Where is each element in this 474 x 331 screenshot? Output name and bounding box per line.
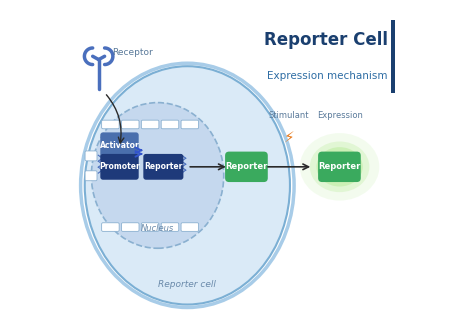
Text: Expression mechanism: Expression mechanism bbox=[267, 71, 388, 81]
FancyBboxPatch shape bbox=[225, 152, 268, 182]
FancyBboxPatch shape bbox=[101, 223, 119, 231]
FancyBboxPatch shape bbox=[318, 152, 361, 182]
FancyBboxPatch shape bbox=[121, 223, 139, 231]
FancyBboxPatch shape bbox=[181, 223, 199, 231]
Text: Reporter Cell: Reporter Cell bbox=[264, 31, 388, 49]
FancyBboxPatch shape bbox=[100, 132, 139, 158]
Ellipse shape bbox=[300, 133, 379, 201]
Text: Nucleus: Nucleus bbox=[141, 224, 174, 233]
FancyBboxPatch shape bbox=[391, 20, 395, 93]
Text: Activator: Activator bbox=[100, 141, 139, 150]
Text: Expression: Expression bbox=[317, 111, 363, 120]
FancyBboxPatch shape bbox=[85, 171, 97, 181]
FancyBboxPatch shape bbox=[161, 120, 179, 129]
FancyBboxPatch shape bbox=[143, 154, 183, 180]
Text: Reporter: Reporter bbox=[318, 162, 361, 171]
Text: Receptor: Receptor bbox=[112, 48, 153, 58]
Text: ⚡: ⚡ bbox=[283, 130, 294, 145]
FancyBboxPatch shape bbox=[141, 120, 159, 129]
FancyBboxPatch shape bbox=[181, 120, 199, 129]
Ellipse shape bbox=[91, 103, 224, 248]
FancyBboxPatch shape bbox=[85, 151, 97, 161]
Text: Stimulant: Stimulant bbox=[268, 111, 309, 120]
Text: Reporter: Reporter bbox=[144, 162, 182, 171]
FancyBboxPatch shape bbox=[100, 154, 139, 180]
Ellipse shape bbox=[317, 147, 363, 187]
FancyBboxPatch shape bbox=[121, 120, 139, 129]
Ellipse shape bbox=[323, 153, 356, 181]
Text: Reporter cell: Reporter cell bbox=[158, 280, 216, 289]
Ellipse shape bbox=[310, 142, 369, 192]
FancyBboxPatch shape bbox=[161, 223, 179, 231]
Ellipse shape bbox=[85, 66, 290, 305]
Text: Reporter: Reporter bbox=[225, 162, 268, 171]
FancyBboxPatch shape bbox=[141, 223, 159, 231]
Text: Promoter: Promoter bbox=[99, 162, 140, 171]
FancyBboxPatch shape bbox=[101, 120, 119, 129]
